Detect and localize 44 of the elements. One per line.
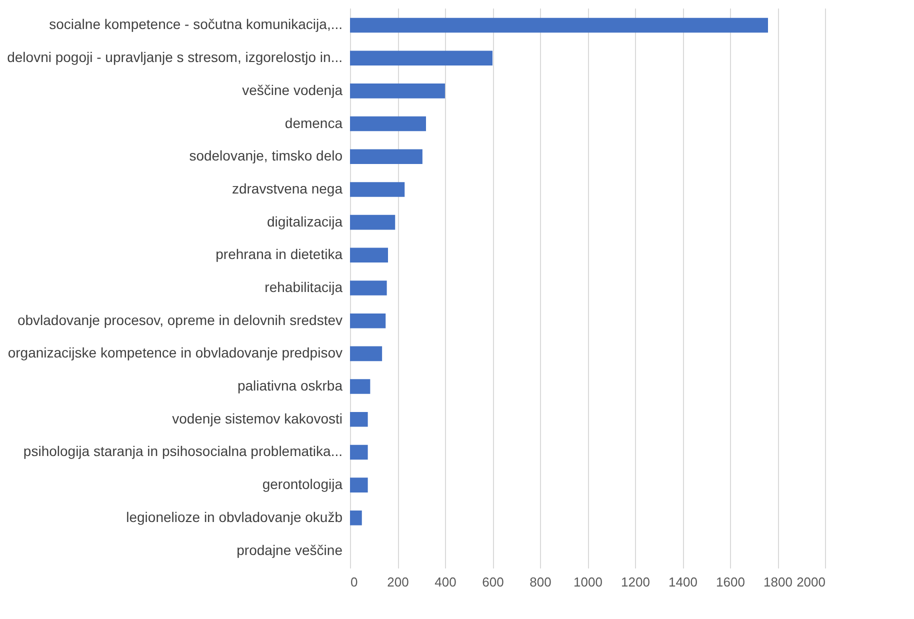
x-tick-label: 600 bbox=[482, 574, 504, 590]
x-tick-label: 1800 bbox=[764, 574, 792, 590]
bar bbox=[350, 478, 368, 492]
y-tick-label: veščine vodenja bbox=[242, 82, 343, 98]
bar bbox=[350, 182, 405, 197]
bar bbox=[350, 346, 382, 362]
y-tick-label: prehrana in dietetika bbox=[216, 246, 343, 262]
bar bbox=[350, 116, 426, 132]
x-tick-label: 400 bbox=[434, 574, 456, 590]
bar bbox=[350, 18, 768, 33]
bar bbox=[350, 84, 445, 98]
y-tick-label: socialne kompetence - sočutna komunikacija,... bbox=[49, 16, 342, 32]
bar bbox=[350, 214, 396, 230]
bar bbox=[350, 510, 362, 526]
y-tick-label: legionelioze in obvladovanje okužb bbox=[126, 508, 343, 525]
bar bbox=[350, 444, 368, 460]
y-tick-label: digitalizacija bbox=[267, 213, 343, 230]
x-tick-label: 0 bbox=[350, 574, 358, 590]
bar bbox=[350, 50, 492, 66]
y-tick-label: psihologija staranja in psihosocialna problematika... bbox=[23, 443, 342, 460]
x-tick-label: 1600 bbox=[716, 574, 745, 590]
x-tick-label: 1000 bbox=[574, 574, 602, 590]
y-tick-label: demenca bbox=[284, 114, 343, 131]
bar bbox=[350, 280, 387, 296]
y-tick-label: rehabilitacija bbox=[264, 279, 343, 295]
x-tick-label: 2000 bbox=[796, 574, 826, 590]
y-tick-label: prodajne veščine bbox=[236, 542, 343, 558]
y-tick-label: paliativna oskrba bbox=[237, 378, 343, 394]
x-tick-label: 1400 bbox=[668, 574, 698, 590]
y-tick-label: obvladovanje procesov, opreme in delovnih sredstev bbox=[17, 312, 342, 328]
bar bbox=[350, 248, 388, 263]
y-tick-label: delovni pogoji - upravljanje s stresom, izgorelostjo in... bbox=[7, 49, 342, 66]
x-tick-label: 1200 bbox=[621, 574, 650, 590]
y-tick-label: organizacijske kompetence in obvladovanje predpisov bbox=[8, 344, 342, 361]
y-tick-label: gerontologija bbox=[262, 476, 343, 492]
bar bbox=[350, 313, 386, 328]
y-tick-label: vodenje sistemov kakovosti bbox=[172, 410, 342, 426]
y-tick-label: zdravstvena nega bbox=[232, 180, 343, 196]
bar bbox=[350, 149, 422, 164]
y-tick-label: sodelovanje, timsko delo bbox=[189, 148, 343, 164]
x-tick-label: 800 bbox=[530, 574, 552, 590]
x-tick-label: 200 bbox=[387, 574, 409, 590]
bar bbox=[350, 379, 370, 394]
bar bbox=[350, 412, 368, 427]
